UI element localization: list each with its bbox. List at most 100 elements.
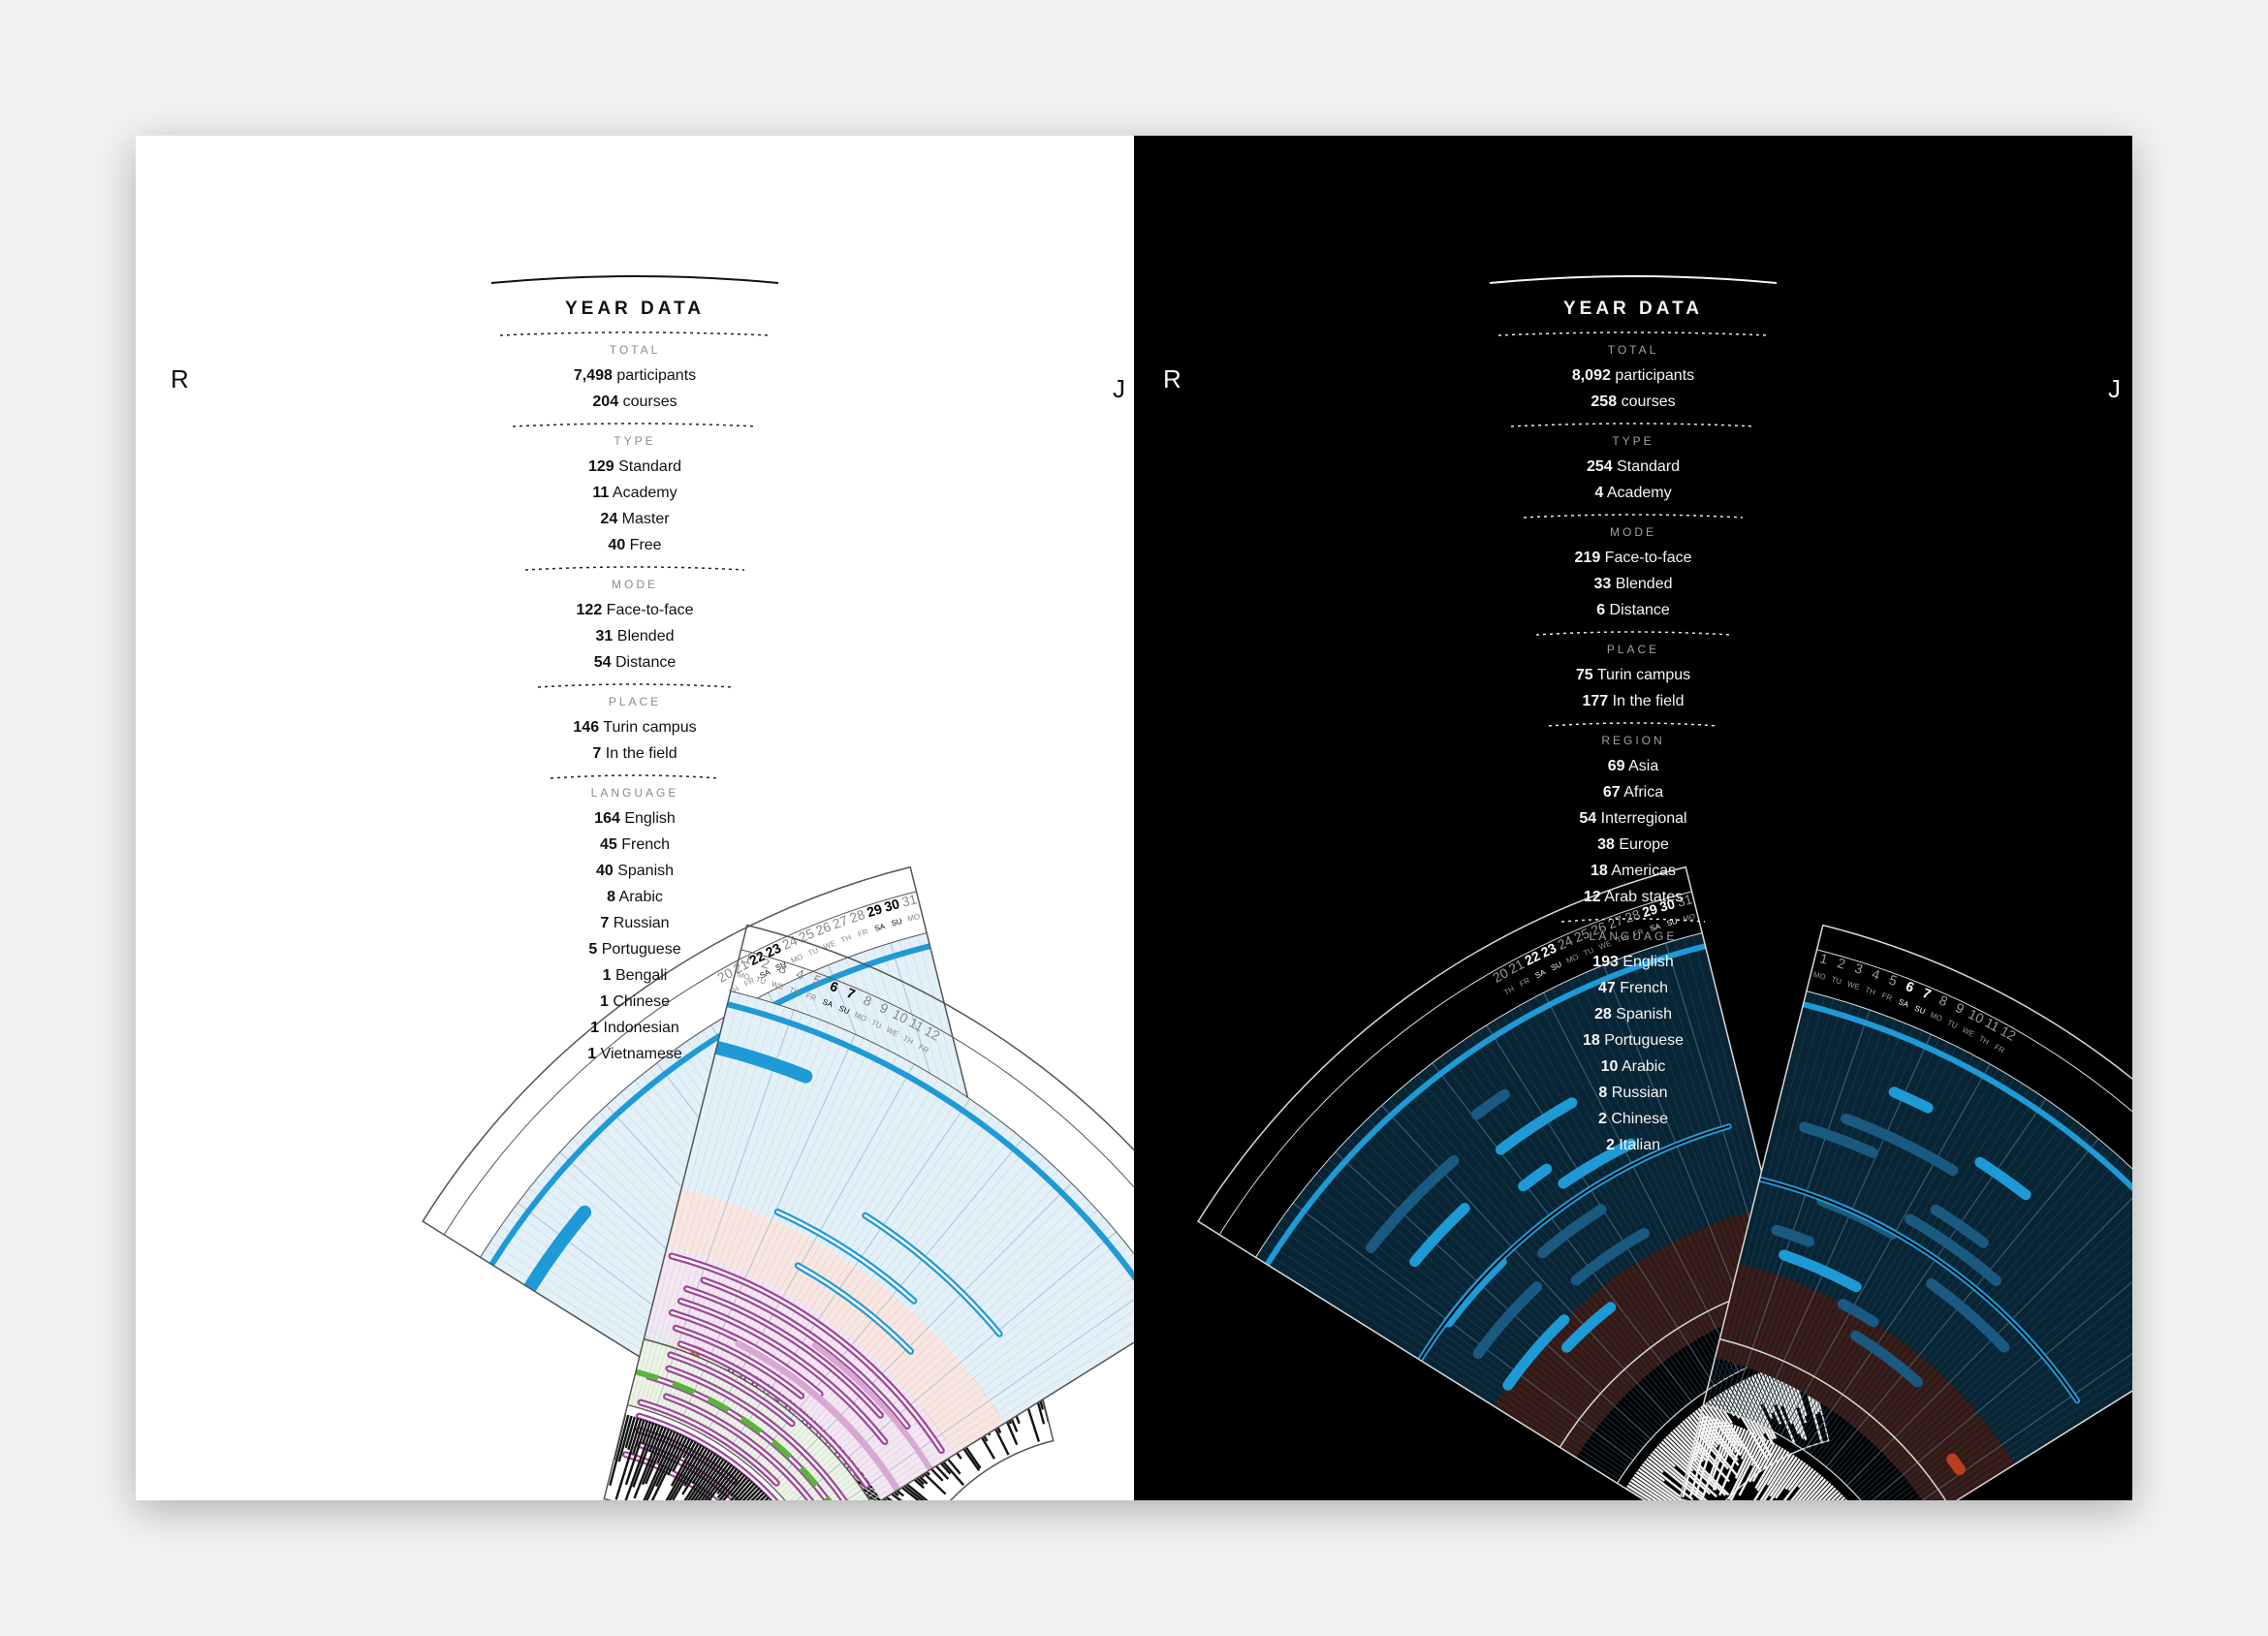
- day-line: [1586, 972, 1757, 1364]
- course-bar-blue: [1495, 1097, 1578, 1155]
- day-line: [1769, 1050, 1966, 1431]
- stat-row: 1 Chinese: [470, 989, 800, 1015]
- day-abbrev: MO: [1682, 912, 1696, 924]
- day-abbrev: TU: [1946, 1019, 1960, 1031]
- histogram-bar: [1652, 1450, 1705, 1496]
- histogram-bar: [1756, 1447, 1784, 1492]
- band-blue: [1255, 932, 1771, 1406]
- histogram-bar: [722, 1492, 766, 1500]
- blue-top-arc: [726, 1001, 1134, 1325]
- inner-ring: [644, 1337, 874, 1500]
- day-line: [1276, 1225, 1626, 1471]
- stat-label: Spanish: [1616, 1006, 1673, 1022]
- histogram-bar: [667, 1436, 688, 1476]
- wedge-group: [1255, 932, 1824, 1500]
- histogram-bar: [644, 1432, 679, 1500]
- stat-label: Asia: [1628, 758, 1659, 774]
- histogram-bar: [1733, 1384, 1767, 1442]
- calendar-ring: [1806, 991, 2132, 1170]
- day-line: [1316, 1173, 1644, 1449]
- day-line: [1281, 1217, 1629, 1467]
- day-line: [1773, 1054, 1974, 1432]
- day-line: [1559, 984, 1747, 1369]
- stat-row: 69 Asia: [1468, 753, 1798, 779]
- course-bar-core: [639, 1400, 778, 1485]
- histogram-bar: [647, 1424, 661, 1453]
- day-number: 10: [1966, 1006, 1986, 1026]
- histogram-bar: [683, 1447, 709, 1487]
- histogram-bar: [1717, 1421, 1728, 1446]
- day-line: [1551, 988, 1743, 1370]
- histogram-bar: [734, 1485, 758, 1500]
- histogram-bar: [1751, 1449, 1787, 1500]
- course-bar-core: [679, 1342, 868, 1487]
- histogram-bar: [1727, 1434, 1761, 1500]
- dotted-divider: [512, 423, 758, 427]
- day-line: [1854, 1203, 2132, 1495]
- course-bar-blue: [1366, 1155, 1460, 1253]
- dotted-divider: [550, 774, 720, 779]
- stat-row: 40 Free: [470, 532, 800, 558]
- stat-value: 47: [1597, 980, 1616, 996]
- day-number: 11: [1982, 1015, 2002, 1035]
- histogram-bar: [1775, 1460, 1804, 1499]
- histogram-bar: [1766, 1451, 1790, 1486]
- histogram-bar: [1628, 1481, 1694, 1500]
- stat-row: 7 In the field: [470, 740, 800, 767]
- stat-row: 11 Academy: [470, 480, 800, 506]
- histogram-bar: [641, 1427, 668, 1486]
- day-abbrev: MO: [1929, 1011, 1943, 1023]
- day-line: [1741, 1019, 1897, 1418]
- histogram-bar: [665, 1444, 703, 1500]
- histogram-bar: [1775, 1482, 1832, 1500]
- stat-label: Turin campus: [603, 719, 697, 736]
- stat-row: 6 Distance: [1468, 597, 1798, 623]
- day-line: [1494, 1020, 1718, 1384]
- year-data-panel-dark: YEAR DATA TOTAL 8,092 participants 258 cou…: [1468, 271, 1798, 1158]
- stat-row: 75 Turin campus: [1468, 662, 1798, 688]
- histogram-bar: [1656, 1445, 1712, 1495]
- histogram-bar: [1797, 1467, 1814, 1489]
- stat-row: 28 Spanish: [1468, 1001, 1798, 1027]
- day-line: [1374, 1111, 1668, 1423]
- day-line: [1510, 1010, 1725, 1380]
- day-line: [1577, 975, 1753, 1366]
- histogram-bar: [614, 1418, 643, 1500]
- histogram-bar: [853, 1481, 920, 1500]
- day-line: [653, 1009, 795, 1413]
- stat-value: 164: [594, 810, 620, 827]
- stat-value: 219: [1574, 550, 1601, 566]
- stat-label: Arabic: [618, 889, 663, 905]
- course-bar-blue: [1771, 1224, 1815, 1247]
- stat-value: 54: [593, 654, 612, 671]
- day-number: 20: [714, 964, 736, 986]
- day-abbrev: WE: [822, 939, 836, 952]
- histogram-bar: [627, 1417, 640, 1451]
- day-abbrev: WE: [1846, 980, 1861, 991]
- course-bar-blue: [1409, 1203, 1470, 1268]
- dotted-divider: [1535, 631, 1731, 636]
- section-heading: REGION: [1601, 734, 1665, 747]
- day-line: [1862, 1224, 2132, 1500]
- stat-value: 6: [1596, 602, 1606, 618]
- day-line: [1783, 1068, 1999, 1438]
- course-bar-blue: [1561, 1302, 1617, 1353]
- year-data-panel-light: YEAR DATA TOTAL 7,498 participants 204 cou…: [470, 271, 800, 1067]
- histogram-bar: [1782, 1480, 1829, 1500]
- stat-row: 193 English: [1468, 949, 1798, 975]
- histogram-bar: [645, 1428, 671, 1485]
- stat-label: Africa: [1623, 784, 1664, 801]
- day-number: 6: [1904, 978, 1916, 995]
- stat-value: 31: [595, 628, 614, 645]
- day-abbrev: TU: [754, 975, 767, 987]
- stat-row: 67 Africa: [1468, 779, 1798, 805]
- dotted-divider: [537, 683, 733, 688]
- day-number: 20: [1490, 964, 1511, 986]
- stat-row: 146 Turin campus: [470, 714, 800, 740]
- stat-row: 1 Bengali: [470, 962, 800, 989]
- histogram-bar: [1728, 1427, 1744, 1458]
- histogram-bar: [1748, 1440, 1773, 1483]
- day-number: 23: [1538, 940, 1559, 960]
- histogram-bar: [1710, 1423, 1734, 1483]
- day-abbrev: WE: [1961, 1025, 1976, 1039]
